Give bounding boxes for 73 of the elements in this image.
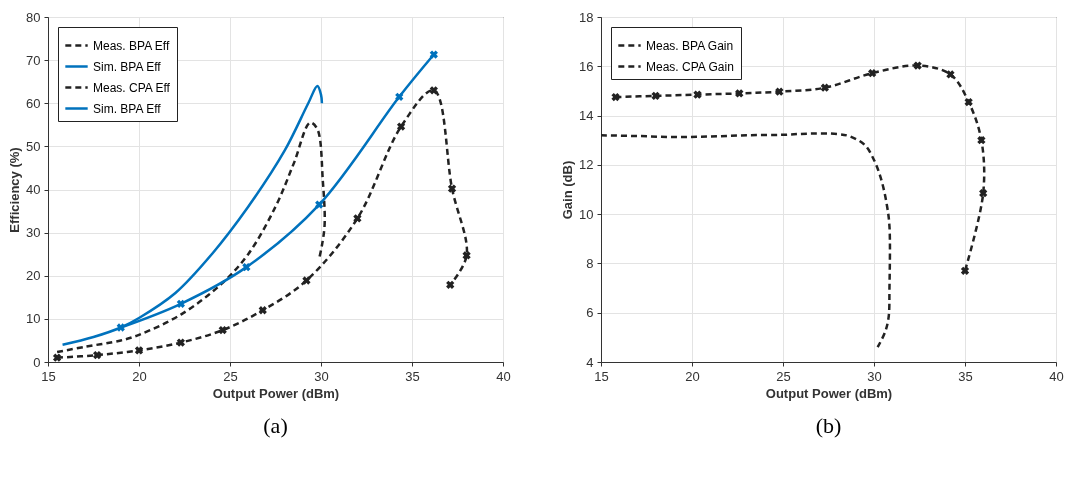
legend-label: Meas. CPA Eff bbox=[93, 80, 171, 95]
y-tick-label: 40 bbox=[26, 182, 41, 197]
line-series bbox=[601, 132, 892, 349]
point bbox=[176, 338, 185, 347]
point bbox=[302, 276, 311, 285]
point bbox=[913, 61, 922, 70]
point bbox=[960, 266, 970, 275]
point bbox=[218, 325, 227, 335]
point bbox=[868, 69, 877, 78]
point bbox=[353, 214, 362, 223]
y-tick-label: 16 bbox=[579, 58, 594, 74]
y-tick-label: 30 bbox=[26, 225, 41, 241]
point bbox=[820, 83, 829, 92]
y-tick-label: 0 bbox=[33, 354, 41, 370]
point bbox=[775, 87, 784, 96]
x-tick-label: 40 bbox=[1049, 368, 1064, 384]
point bbox=[977, 136, 986, 145]
legend-label: Meas. BPA Gain bbox=[646, 38, 734, 53]
point bbox=[395, 92, 404, 101]
legend-label: Meas. CPA Gain bbox=[646, 59, 734, 74]
y-axis-title: Efficiency (%) bbox=[7, 147, 23, 233]
point bbox=[176, 299, 185, 308]
x-tick-label: 25 bbox=[223, 368, 238, 384]
point bbox=[116, 323, 125, 332]
y-tick-label: 10 bbox=[579, 206, 594, 222]
y-tick-label: 60 bbox=[26, 95, 41, 111]
x-tick-label: 20 bbox=[132, 368, 147, 384]
point bbox=[611, 92, 620, 102]
y-axis-title: Gain (dB) bbox=[560, 160, 576, 220]
point bbox=[258, 306, 267, 315]
point bbox=[242, 262, 251, 272]
x-tick-label: 40 bbox=[496, 368, 511, 384]
point bbox=[446, 280, 455, 289]
point bbox=[946, 70, 955, 79]
x-axis-title: Output Power (dBm) bbox=[212, 385, 340, 401]
y-tick-label: 70 bbox=[26, 52, 41, 68]
point bbox=[429, 50, 438, 59]
text: (b) bbox=[815, 413, 842, 438]
y-tick-label: 4 bbox=[586, 354, 594, 370]
point bbox=[693, 90, 702, 99]
legend-label: Meas. BPA Eff bbox=[93, 38, 170, 53]
point bbox=[964, 97, 973, 107]
x-tick-label: 20 bbox=[685, 368, 700, 384]
y-tick-label: 6 bbox=[586, 305, 594, 321]
y-tick-label: 80 bbox=[26, 9, 41, 25]
y-tick-label: 8 bbox=[586, 255, 594, 271]
x-tick-label: 15 bbox=[41, 368, 56, 384]
point bbox=[429, 86, 438, 95]
point bbox=[52, 353, 62, 362]
point bbox=[315, 200, 324, 209]
text: (a) bbox=[263, 413, 288, 438]
point bbox=[447, 184, 457, 193]
x-tick-label: 35 bbox=[405, 368, 420, 384]
point bbox=[651, 91, 660, 100]
point bbox=[134, 346, 144, 355]
legend-label: Sim. BPA Eff bbox=[93, 101, 162, 116]
x-tick-label: 30 bbox=[867, 368, 882, 384]
x-tick-label: 30 bbox=[314, 368, 329, 384]
point bbox=[462, 251, 471, 260]
x-tick-label: 15 bbox=[594, 368, 609, 384]
point bbox=[735, 89, 744, 98]
y-tick-label: 10 bbox=[26, 311, 41, 327]
legend-label: Sim. BPA Eff bbox=[93, 59, 162, 74]
x-tick-label: 25 bbox=[776, 368, 791, 384]
y-tick-label: 50 bbox=[26, 138, 41, 154]
y-tick-label: 14 bbox=[579, 108, 594, 124]
y-tick-label: 20 bbox=[26, 268, 41, 284]
point bbox=[93, 350, 102, 360]
x-tick-label: 35 bbox=[958, 368, 973, 384]
y-tick-label: 12 bbox=[579, 157, 594, 173]
point bbox=[979, 189, 988, 198]
x-axis-title: Output Power (dBm) bbox=[765, 385, 893, 401]
y-tick-label: 18 bbox=[579, 9, 594, 25]
